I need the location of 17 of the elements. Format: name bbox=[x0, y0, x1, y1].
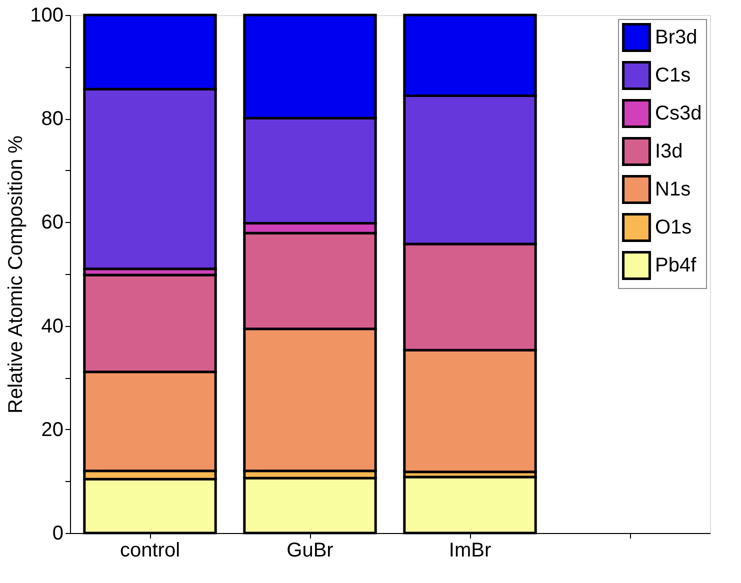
y-tick-label: 60 bbox=[41, 212, 64, 234]
legend-label: Br3d bbox=[655, 26, 698, 48]
y-tick-label: 100 bbox=[30, 4, 64, 26]
y-tick-label: 20 bbox=[41, 418, 64, 441]
y-axis-title: Relative Atomic Composition % bbox=[5, 135, 28, 414]
y-tick-label: 0 bbox=[52, 522, 64, 544]
x-tick-label: control bbox=[120, 540, 180, 562]
legend-label: C1s bbox=[655, 64, 691, 86]
x-tick-label: GuBr bbox=[286, 540, 334, 562]
legend-label: Cs3d bbox=[655, 102, 702, 124]
y-tick-label: 40 bbox=[41, 315, 64, 338]
legend-label: N1s bbox=[655, 178, 691, 200]
y-tick-label: 80 bbox=[41, 108, 64, 130]
legend-label: O1s bbox=[655, 216, 692, 238]
legend-label: Pb4f bbox=[655, 254, 697, 276]
legend-label: I3d bbox=[655, 140, 683, 162]
x-tick-label: ImBr bbox=[448, 540, 492, 562]
